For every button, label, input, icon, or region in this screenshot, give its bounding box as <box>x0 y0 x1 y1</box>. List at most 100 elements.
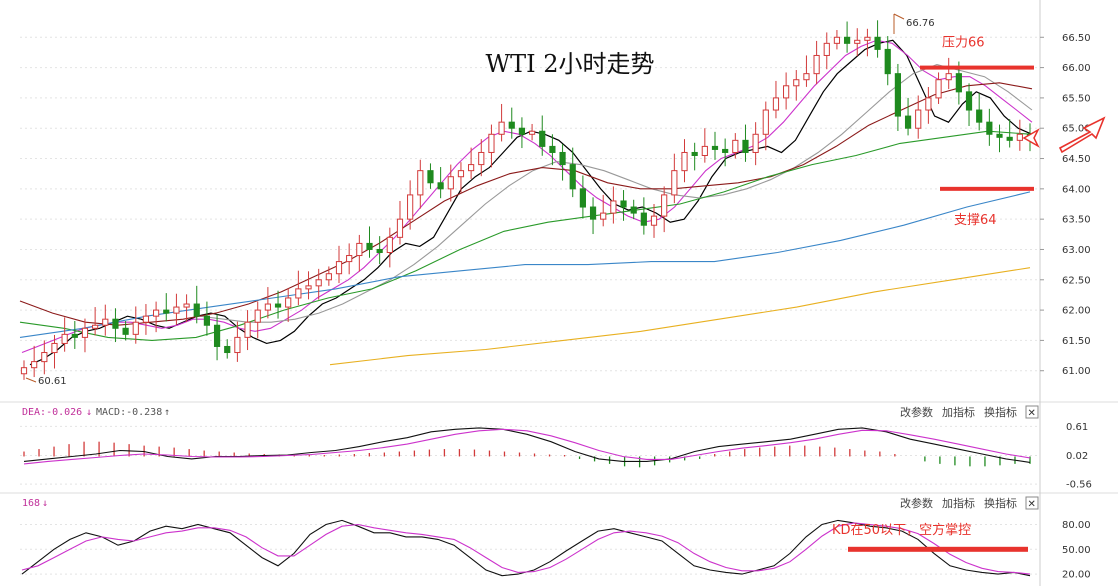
candle-body <box>976 109 983 123</box>
candle-body <box>864 36 871 41</box>
candle-body <box>325 273 332 281</box>
candle-body <box>752 133 759 153</box>
candle-body <box>904 115 912 129</box>
candle-body <box>793 79 800 87</box>
candle-body <box>132 321 139 335</box>
candle-body <box>732 139 739 153</box>
price-tick-label: 62.50 <box>1062 275 1091 286</box>
switch-indicator-button[interactable]: 换指标 <box>984 496 1017 510</box>
candle-body <box>396 218 404 238</box>
candle-body <box>600 212 607 220</box>
candle-body <box>437 182 444 190</box>
candle-body <box>71 333 78 338</box>
candle-body <box>569 164 576 190</box>
close-indicator-button[interactable] <box>1025 405 1039 419</box>
macd-tick-label: 0.02 <box>1066 451 1088 462</box>
candle-body <box>528 130 536 135</box>
ma-line <box>29 39 1033 366</box>
add-indicator-button[interactable]: 加指标 <box>942 405 975 419</box>
price-tick-label: 65.50 <box>1062 93 1091 104</box>
candle-body <box>153 309 160 317</box>
candle-body <box>650 215 658 226</box>
ma-line <box>19 82 1033 326</box>
macd-legend: MACD:-0.238 <box>96 407 162 418</box>
candle-body <box>224 345 231 354</box>
candle-body <box>640 212 647 226</box>
candle-body <box>589 206 597 220</box>
candle-body <box>955 73 962 93</box>
candlestick-series <box>20 20 1034 380</box>
candle-body <box>671 170 678 196</box>
support-line <box>940 186 1034 191</box>
candle-body <box>559 151 566 166</box>
candle-body <box>295 288 302 299</box>
candle-body <box>407 194 414 220</box>
candle-body <box>285 297 292 308</box>
candle-body <box>508 121 515 129</box>
candle-body <box>366 242 373 250</box>
candle-body <box>874 36 881 50</box>
candle-body <box>488 133 495 153</box>
candle-body <box>691 151 698 156</box>
candle-body <box>376 248 383 253</box>
price-tick-label: 61.50 <box>1062 336 1091 347</box>
kd-tick-label: 20.00 <box>1062 570 1091 581</box>
candle-body <box>163 309 170 314</box>
candle-body <box>203 315 211 326</box>
kd-legend: 168 <box>22 498 40 509</box>
candle-body <box>92 324 99 329</box>
candle-body <box>722 148 729 153</box>
chart-title: WTI 2小时走势 <box>485 50 654 78</box>
ma-line <box>329 267 1031 366</box>
candle-body <box>762 109 769 135</box>
candle-body <box>305 285 312 290</box>
macd-arrow: ↑ <box>164 407 170 418</box>
candle-body <box>783 85 790 99</box>
kd-d-line <box>21 522 1031 575</box>
candle-body <box>518 127 526 135</box>
candle-body <box>61 333 68 344</box>
moving-average-lines <box>19 39 1033 366</box>
candle-body <box>335 261 343 275</box>
candle-body <box>427 170 434 184</box>
candle-body <box>1016 133 1023 141</box>
candle-body <box>234 336 241 354</box>
high-marker-label: 66.76 <box>906 18 935 29</box>
dea-legend: DEA:-0.026 <box>22 407 82 418</box>
candle-body <box>833 36 841 44</box>
candle-body <box>51 342 58 354</box>
macd-panel: DEA:-0.026 ↓ MACD:-0.238 ↑0.610.02-0.56改参数加… <box>20 405 1092 510</box>
candle-body <box>183 303 190 308</box>
dea-line <box>23 428 1031 465</box>
close-indicator-button[interactable] <box>1025 496 1039 510</box>
candle-body <box>539 130 546 147</box>
candle-body <box>112 318 119 329</box>
price-tick-label: 65.00 <box>1062 124 1091 135</box>
candle-body <box>823 42 830 56</box>
candle-body <box>610 200 617 214</box>
kd-arrow: ↓ <box>42 498 48 509</box>
edit-params-button[interactable]: 改参数 <box>900 496 933 510</box>
ma-line <box>19 130 1033 341</box>
candle-body <box>813 54 820 75</box>
candle-body <box>681 151 688 172</box>
candle-body <box>945 73 952 81</box>
price-tick-label: 64.50 <box>1062 154 1091 165</box>
resistance-line <box>920 65 1034 70</box>
candle-body <box>661 194 668 217</box>
candle-body <box>935 79 942 99</box>
candle-body <box>447 176 454 190</box>
candle-body <box>274 303 282 308</box>
kd-tick-label: 50.00 <box>1062 545 1091 556</box>
price-tick-label: 63.00 <box>1062 245 1091 256</box>
add-indicator-button[interactable]: 加指标 <box>942 496 975 510</box>
close-icon: ✕ <box>1028 408 1036 419</box>
candle-body <box>772 97 780 111</box>
switch-indicator-button[interactable]: 换指标 <box>984 405 1017 419</box>
candle-body <box>356 242 363 257</box>
candle-body <box>478 151 485 166</box>
edit-params-button[interactable]: 改参数 <box>900 405 933 419</box>
price-tick-label: 61.00 <box>1062 366 1091 377</box>
